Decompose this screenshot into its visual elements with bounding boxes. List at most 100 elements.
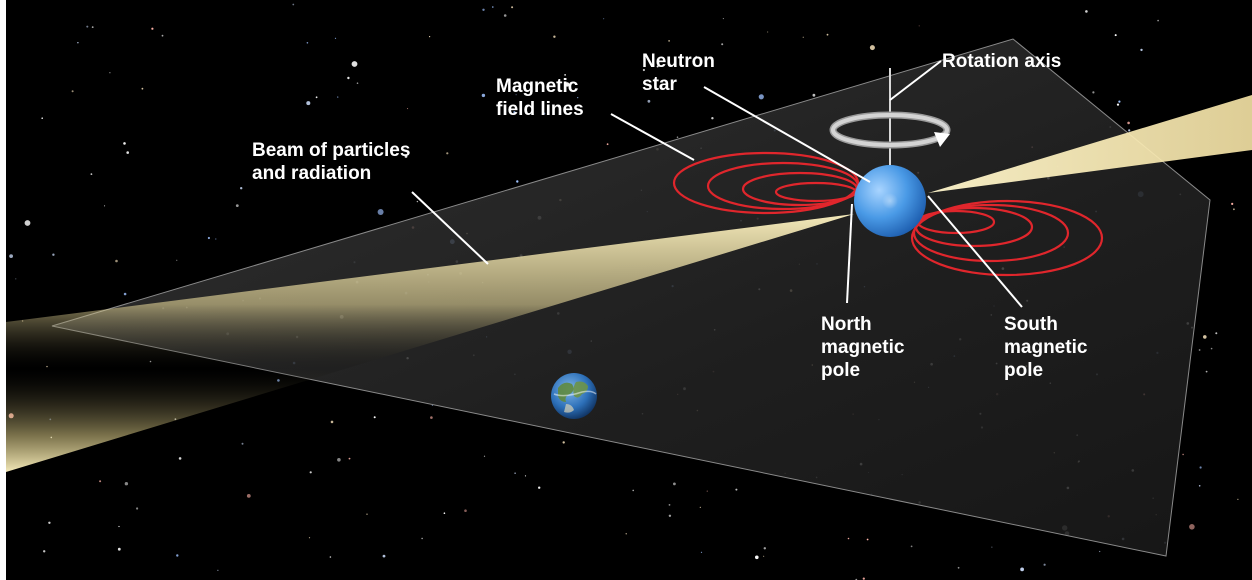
rotation-axis-label-text: Rotation axis: [942, 51, 1062, 72]
star: [443, 512, 446, 514]
star: [668, 514, 672, 517]
star: [334, 37, 337, 39]
star: [721, 43, 724, 46]
star: [862, 577, 865, 580]
star: [41, 117, 43, 119]
star: [1203, 335, 1207, 339]
star: [1020, 567, 1024, 572]
rotation-axis-label: Rotation axis: [942, 50, 1061, 73]
beam-right: [928, 95, 1252, 193]
south-pole-label-line1: South: [1004, 314, 1058, 335]
star: [115, 259, 118, 263]
field-lines-label-line1: Magnetic: [496, 76, 579, 97]
neutron-star-leader-line: [703, 86, 871, 183]
star: [373, 416, 376, 419]
star: [315, 96, 318, 99]
star: [215, 238, 217, 240]
beam-label-line1: Beam of particles: [252, 140, 411, 161]
star: [161, 34, 164, 37]
star: [117, 547, 121, 551]
star: [416, 200, 419, 203]
star: [668, 40, 670, 42]
star: [118, 525, 120, 528]
star: [910, 545, 913, 548]
beam-left: [6, 214, 854, 472]
south-pole-label-line3: pole: [1004, 360, 1044, 381]
star: [217, 569, 219, 571]
star: [330, 420, 334, 424]
star: [404, 155, 408, 158]
star: [1118, 100, 1121, 103]
star: [306, 42, 309, 44]
star: [1127, 121, 1130, 125]
star: [176, 259, 178, 261]
star: [763, 555, 765, 557]
star: [306, 101, 311, 106]
star: [308, 537, 311, 539]
star: [1182, 453, 1184, 456]
star: [642, 68, 646, 72]
star: [9, 254, 13, 258]
star: [15, 278, 17, 280]
star: [1140, 48, 1143, 52]
star: [52, 253, 55, 256]
star: [329, 556, 332, 558]
star: [382, 554, 386, 558]
pulsar-diagram: Beam of particles and radiation Magnetic…: [6, 0, 1252, 580]
field-lines-leader-line: [610, 113, 695, 161]
star: [141, 87, 144, 90]
star: [538, 486, 541, 489]
star: [482, 8, 485, 11]
star: [151, 27, 154, 30]
star: [1199, 466, 1202, 469]
star: [706, 490, 708, 492]
star: [625, 533, 627, 535]
field-lines-label-line2: field lines: [496, 99, 584, 120]
star: [240, 187, 243, 190]
beam-label-line2: and radiation: [252, 163, 372, 184]
star: [178, 457, 182, 460]
rotation-axis-leader-line: [889, 60, 942, 101]
north-pole-label: North magnetic pole: [821, 313, 904, 382]
star: [516, 180, 519, 183]
star: [755, 555, 759, 560]
star: [1189, 524, 1195, 530]
star: [735, 488, 738, 491]
star: [71, 90, 74, 93]
star: [722, 18, 724, 20]
star: [1085, 10, 1088, 13]
star: [347, 76, 350, 80]
star: [577, 97, 579, 99]
star: [711, 117, 714, 120]
star: [136, 507, 139, 510]
star: [90, 173, 93, 176]
star: [632, 489, 634, 492]
star: [866, 538, 869, 541]
star: [123, 292, 127, 296]
north-pole-leader-line: [846, 203, 853, 304]
neutron-star-label-line1: Neutron: [642, 51, 715, 72]
south-pole-leader-line: [927, 195, 1023, 308]
star: [124, 482, 129, 486]
star: [300, 171, 303, 174]
star: [847, 537, 850, 540]
star: [1157, 19, 1159, 22]
star: [109, 72, 111, 74]
star: [366, 513, 368, 515]
star: [292, 3, 295, 6]
star: [464, 509, 467, 512]
neutron-star-label: Neutron star: [642, 50, 715, 96]
star: [1231, 202, 1234, 205]
orbital-plane: [51, 38, 1211, 557]
star: [235, 204, 239, 208]
star: [407, 108, 409, 110]
star: [656, 65, 659, 68]
star: [1198, 349, 1201, 351]
star: [24, 220, 31, 226]
star: [483, 455, 486, 457]
star: [543, 112, 546, 115]
leader-lines: [411, 60, 1023, 308]
star: [431, 404, 433, 406]
star: [176, 554, 179, 557]
star: [676, 136, 679, 138]
